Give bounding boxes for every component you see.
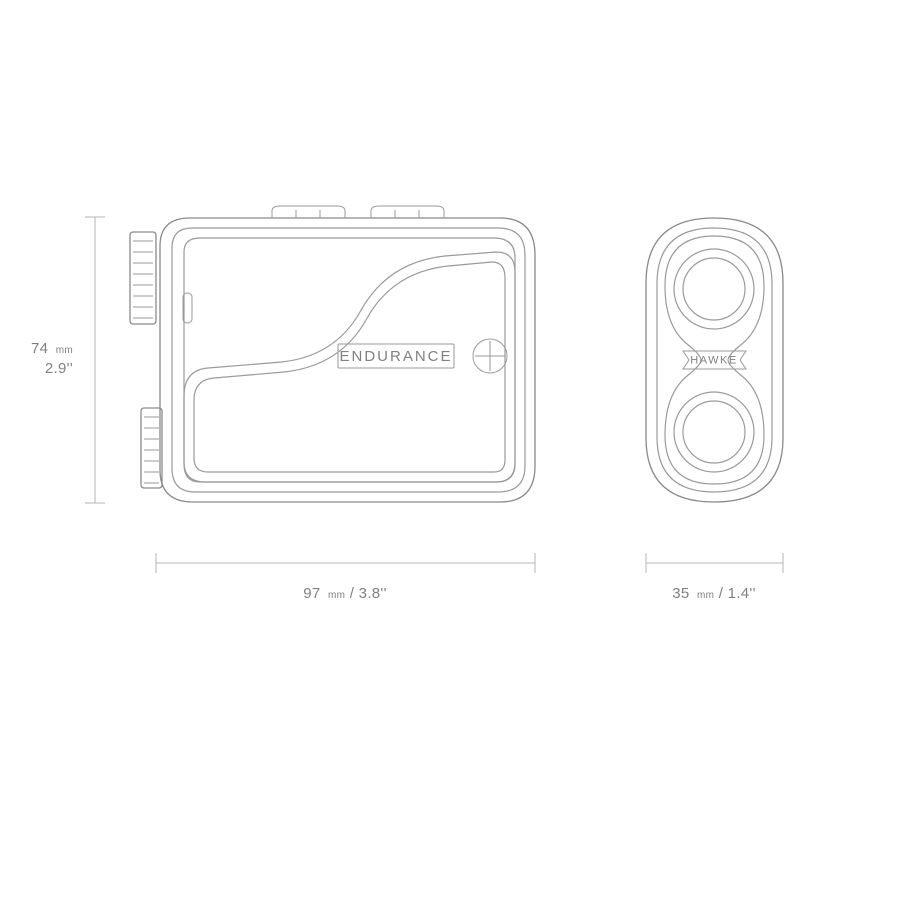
svg-text:35 mm / 1.: 35 mm / 1.4'' <box>672 585 756 602</box>
svg-text:74 mm: 74 mm <box>31 340 73 357</box>
height-dimension: 74 mm 2.9'' <box>31 217 105 503</box>
top-lens-ring-icon <box>674 249 754 329</box>
model-label-text: ENDURANCE <box>339 348 452 365</box>
height-mm: 74 <box>31 340 48 357</box>
width-mm: 35 <box>672 585 689 602</box>
lower-dial-icon <box>141 408 162 488</box>
svg-text:97 mm / 3.: 97 mm / 3.8'' <box>303 585 387 602</box>
model-label: ENDURANCE <box>338 344 454 368</box>
diagram-stage: 74 mm 2.9'' 97 mm / 3.8'' 35 mm / 1.4'' <box>0 0 900 900</box>
front-view: HAWKE <box>646 218 783 502</box>
width-dimension: 35 mm / 1.4'' <box>646 553 783 602</box>
eyepiece-dial-icon <box>130 232 156 324</box>
length-inches: 3.8'' <box>359 585 387 602</box>
height-inches: 2.9'' <box>45 360 73 377</box>
bottom-lens-ring-icon <box>674 392 754 472</box>
top-buttons-icon <box>272 206 444 218</box>
height-mm-unit: mm <box>56 345 73 356</box>
width-inches: 1.4'' <box>728 585 756 602</box>
length-mm-unit: mm <box>328 590 345 601</box>
length-dimension: 97 mm / 3.8'' <box>156 553 535 602</box>
width-sep: / <box>719 585 728 602</box>
length-sep: / <box>350 585 359 602</box>
bottom-lens-icon <box>683 401 745 463</box>
top-lens-icon <box>683 258 745 320</box>
side-view: ENDURANCE <box>130 206 535 502</box>
grip-swoosh-icon <box>184 252 515 482</box>
crosshair-logo-icon <box>473 339 507 373</box>
length-mm: 97 <box>303 585 320 602</box>
width-mm-unit: mm <box>697 590 714 601</box>
brand-text: HAWKE <box>690 355 737 367</box>
brand-plate: HAWKE <box>683 351 746 369</box>
